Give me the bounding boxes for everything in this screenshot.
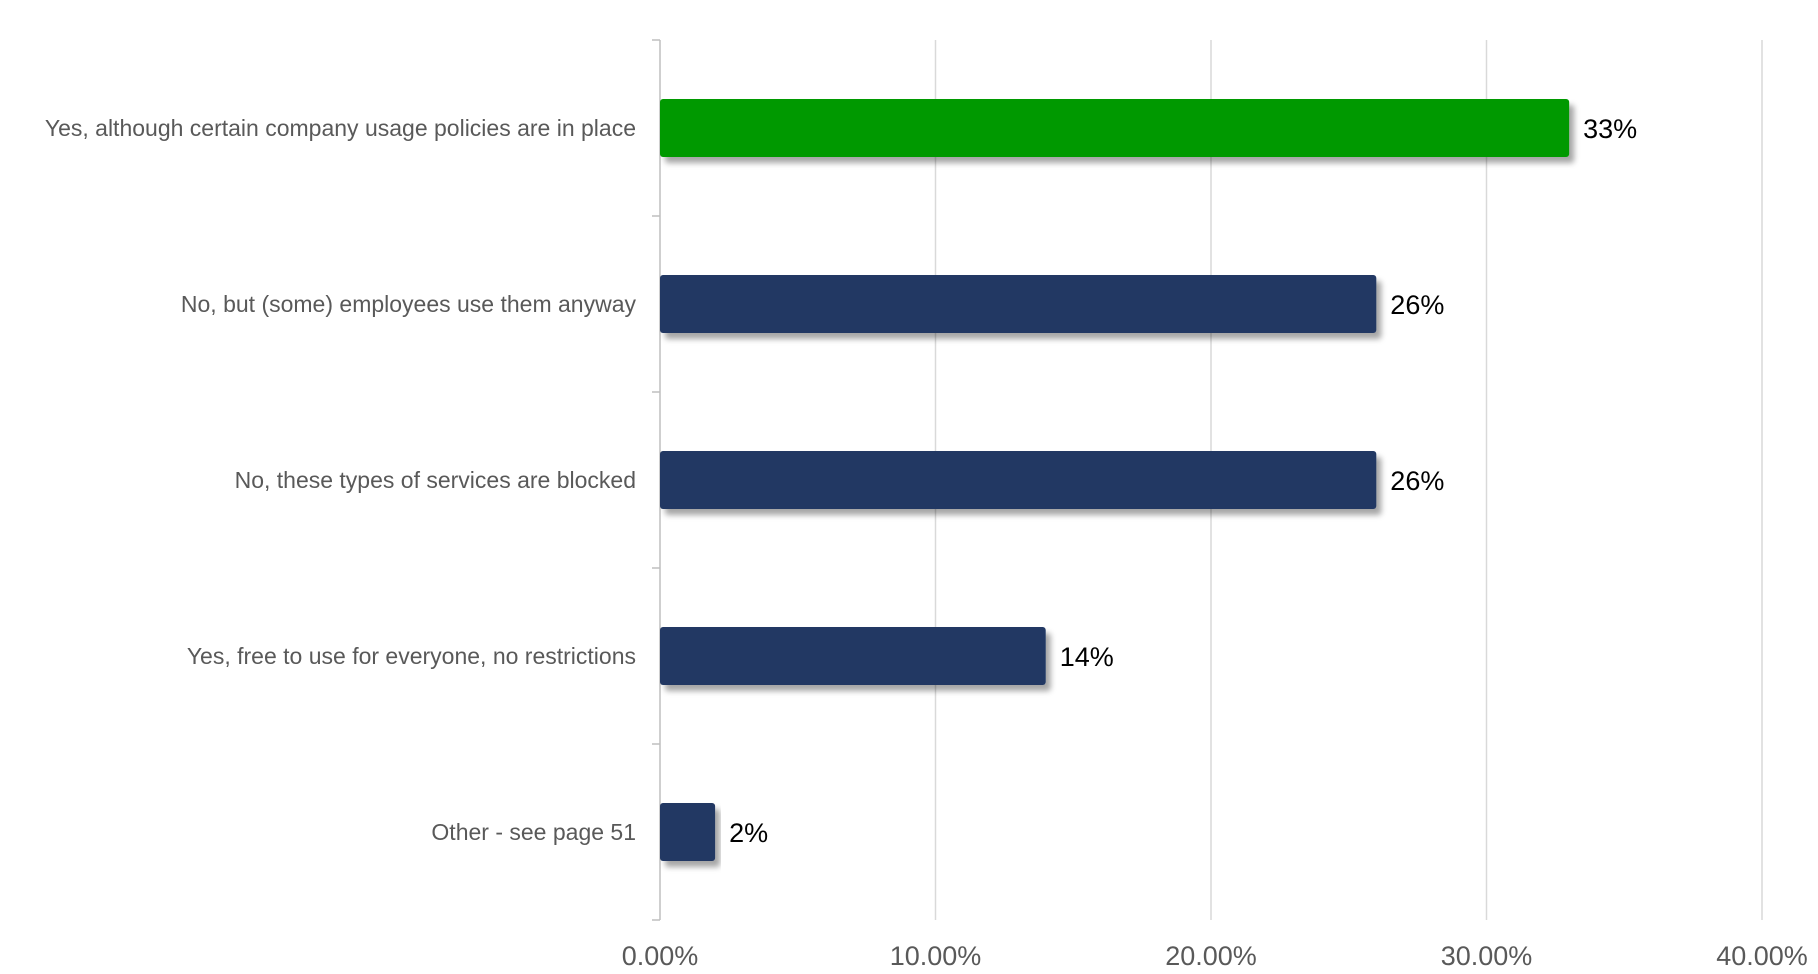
data-label: 14% — [1060, 642, 1114, 672]
bars — [660, 99, 1570, 861]
bar-0 — [660, 99, 1570, 157]
bar-4 — [660, 803, 716, 861]
x-tick-label: 10.00% — [890, 941, 982, 971]
x-tick-label: 30.00% — [1441, 941, 1533, 971]
y-axis — [652, 39, 661, 921]
x-tick-label: 0.00% — [622, 941, 699, 971]
category-label: No, but (some) employees use them anyway — [181, 291, 637, 317]
data-label: 2% — [729, 818, 768, 848]
data-label: 26% — [1390, 466, 1444, 496]
category-label: Yes, although certain company usage poli… — [45, 115, 636, 141]
data-label: 33% — [1583, 114, 1637, 144]
labels: 0.00% 10.00% 20.00% 30.00% 40.00% Yes, althou… — [45, 114, 1808, 971]
x-tick-label: 40.00% — [1716, 941, 1808, 971]
x-tick-label: 20.00% — [1165, 941, 1257, 971]
bar-3 — [660, 627, 1046, 685]
bar-2 — [660, 451, 1377, 509]
bar-1 — [660, 275, 1377, 333]
category-label: No, these types of services are blocked — [235, 467, 636, 493]
category-label: Other - see page 51 — [431, 819, 636, 845]
category-label: Yes, free to use for everyone, no restri… — [187, 643, 636, 669]
data-label: 26% — [1390, 290, 1444, 320]
